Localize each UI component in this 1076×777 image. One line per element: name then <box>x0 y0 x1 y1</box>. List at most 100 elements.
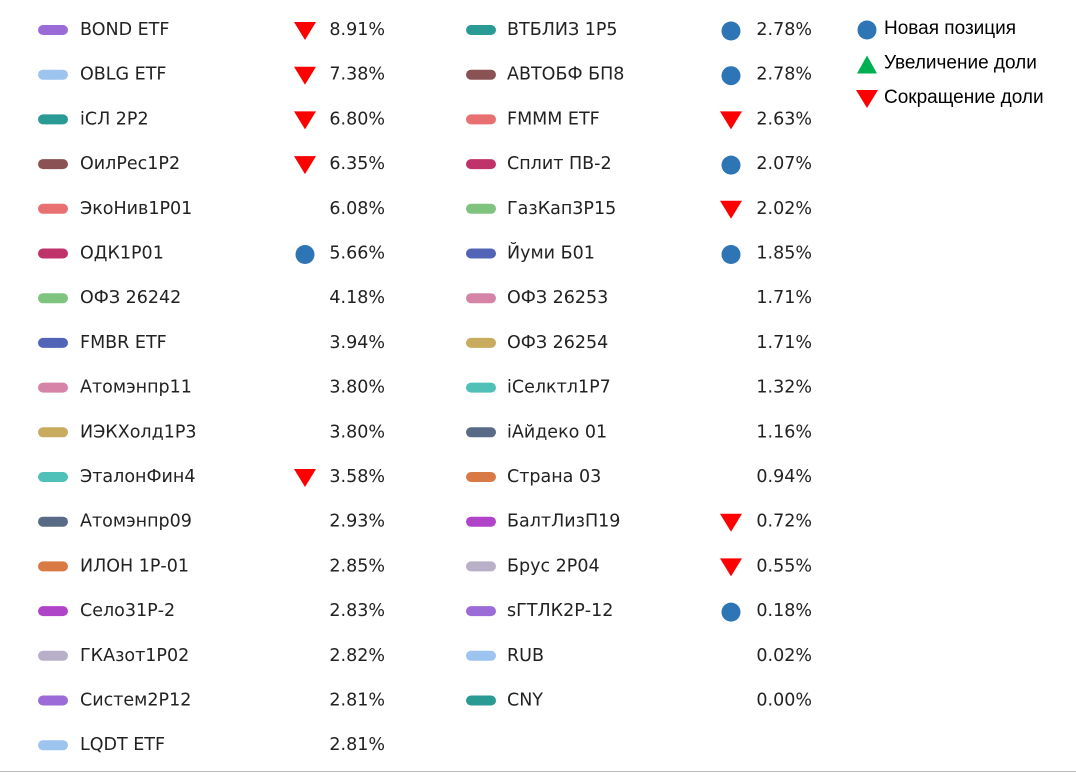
item-name: RUB <box>507 646 544 666</box>
item-percent: 7.38% <box>329 65 385 85</box>
item-name: Атомэнпр11 <box>80 378 192 398</box>
new-position-marker <box>721 66 741 86</box>
item-name: Село31Р-2 <box>80 601 175 621</box>
item-name: ВТБЛИЗ 1Р5 <box>507 20 618 40</box>
item-name: ГКАзот1Р02 <box>80 646 189 666</box>
item-percent: 2.63% <box>756 109 812 129</box>
color-pill <box>466 25 496 35</box>
item-name: OBLG ETF <box>80 65 166 85</box>
item-name: ИЭКХолд1Р3 <box>80 422 197 442</box>
color-pill <box>38 248 68 259</box>
new-position-marker <box>295 245 315 264</box>
item-percent: 2.81% <box>329 691 385 711</box>
item-percent: 8.91% <box>329 20 385 40</box>
item-name: ОФЗ 26254 <box>507 333 608 353</box>
item-percent: 2.93% <box>329 512 385 532</box>
item-percent: 0.02% <box>756 646 812 666</box>
color-pill <box>38 606 68 617</box>
item-name: Атомэнпр09 <box>80 512 192 532</box>
item-percent: 2.85% <box>329 556 385 576</box>
item-percent: 3.80% <box>329 378 385 398</box>
color-pill <box>466 561 496 572</box>
item-percent: 0.18% <box>756 601 812 621</box>
item-percent: 2.81% <box>329 735 385 755</box>
item-percent: 2.02% <box>756 199 812 219</box>
color-pill <box>466 69 496 80</box>
item-percent: 1.71% <box>756 288 812 308</box>
item-name: АВТОБФ БП8 <box>507 65 624 85</box>
color-pill <box>466 337 496 348</box>
decrease-marker <box>294 22 316 40</box>
item-name: БалтЛизП19 <box>507 512 620 532</box>
color-pill <box>38 740 68 751</box>
decrease-marker <box>294 111 316 130</box>
color-pill <box>38 25 68 35</box>
item-percent: 1.16% <box>756 422 812 442</box>
item-name: ЭталонФин4 <box>80 467 196 487</box>
new-position-marker <box>721 21 741 41</box>
item-name: Сплит ПВ-2 <box>507 154 612 174</box>
color-pill <box>38 427 68 438</box>
item-percent: 0.94% <box>756 467 812 487</box>
item-name: Брус 2Р04 <box>507 556 600 576</box>
item-name: FMMM ETF <box>507 109 600 129</box>
color-pill <box>466 114 496 125</box>
decrease-marker <box>720 111 742 130</box>
item-name: iАйдеко 01 <box>507 422 607 442</box>
color-pill <box>466 650 496 661</box>
item-percent: 0.72% <box>756 512 812 532</box>
color-pill <box>466 427 496 438</box>
legend-label: Увеличение доли <box>884 53 1037 74</box>
item-percent: 2.78% <box>756 20 812 40</box>
color-pill <box>38 114 68 125</box>
item-name: BOND ETF <box>80 20 169 40</box>
new-position-marker <box>721 602 741 622</box>
decrease-marker <box>294 469 316 487</box>
new-position-marker <box>721 245 741 264</box>
decrease-marker <box>720 513 742 532</box>
item-percent: 1.32% <box>756 378 812 398</box>
item-percent: 1.71% <box>756 333 812 353</box>
color-pill <box>466 516 496 527</box>
item-percent: 3.58% <box>329 467 385 487</box>
color-pill <box>38 69 68 80</box>
item-percent: 2.83% <box>329 601 385 621</box>
item-name: FMBR ETF <box>80 333 167 353</box>
item-name: ОФЗ 26253 <box>507 288 608 308</box>
item-name: iСЛ 2Р2 <box>80 109 149 129</box>
item-name: sГТЛК2Р-12 <box>507 601 613 621</box>
color-pill <box>38 650 68 661</box>
legend-label: Новая позиция <box>884 18 1016 39</box>
color-pill <box>466 695 496 706</box>
item-name: Йуми Б01 <box>507 242 595 264</box>
color-pill <box>466 382 496 393</box>
item-percent: 4.18% <box>329 288 385 308</box>
new-position-marker <box>721 155 741 175</box>
color-pill <box>466 472 496 482</box>
item-percent: 6.08% <box>329 199 385 219</box>
item-percent: 3.94% <box>329 333 385 353</box>
item-name: ЭкоНив1Р01 <box>80 199 192 219</box>
decrease-marker <box>720 558 742 577</box>
item-name: LQDT ETF <box>80 735 165 755</box>
item-percent: 2.78% <box>756 65 812 85</box>
decrease-marker <box>294 66 316 85</box>
item-percent: 0.55% <box>756 556 812 576</box>
color-pill <box>38 516 68 527</box>
item-name: ОФЗ 26242 <box>80 288 181 308</box>
item-name: Систем2Р12 <box>80 691 191 711</box>
item-percent: 2.07% <box>756 154 812 174</box>
color-pill <box>38 337 68 348</box>
color-pill <box>466 159 496 170</box>
new-position-marker <box>857 20 877 40</box>
item-name: CNY <box>507 691 543 711</box>
item-name: ОДК1Р01 <box>80 244 164 264</box>
item-name: ГазКап3Р15 <box>507 199 616 219</box>
color-pill <box>38 159 68 170</box>
decrease-marker <box>856 90 878 108</box>
color-pill <box>466 293 496 304</box>
item-name: iСелктл1Р7 <box>507 378 611 398</box>
item-percent: 2.82% <box>329 646 385 666</box>
